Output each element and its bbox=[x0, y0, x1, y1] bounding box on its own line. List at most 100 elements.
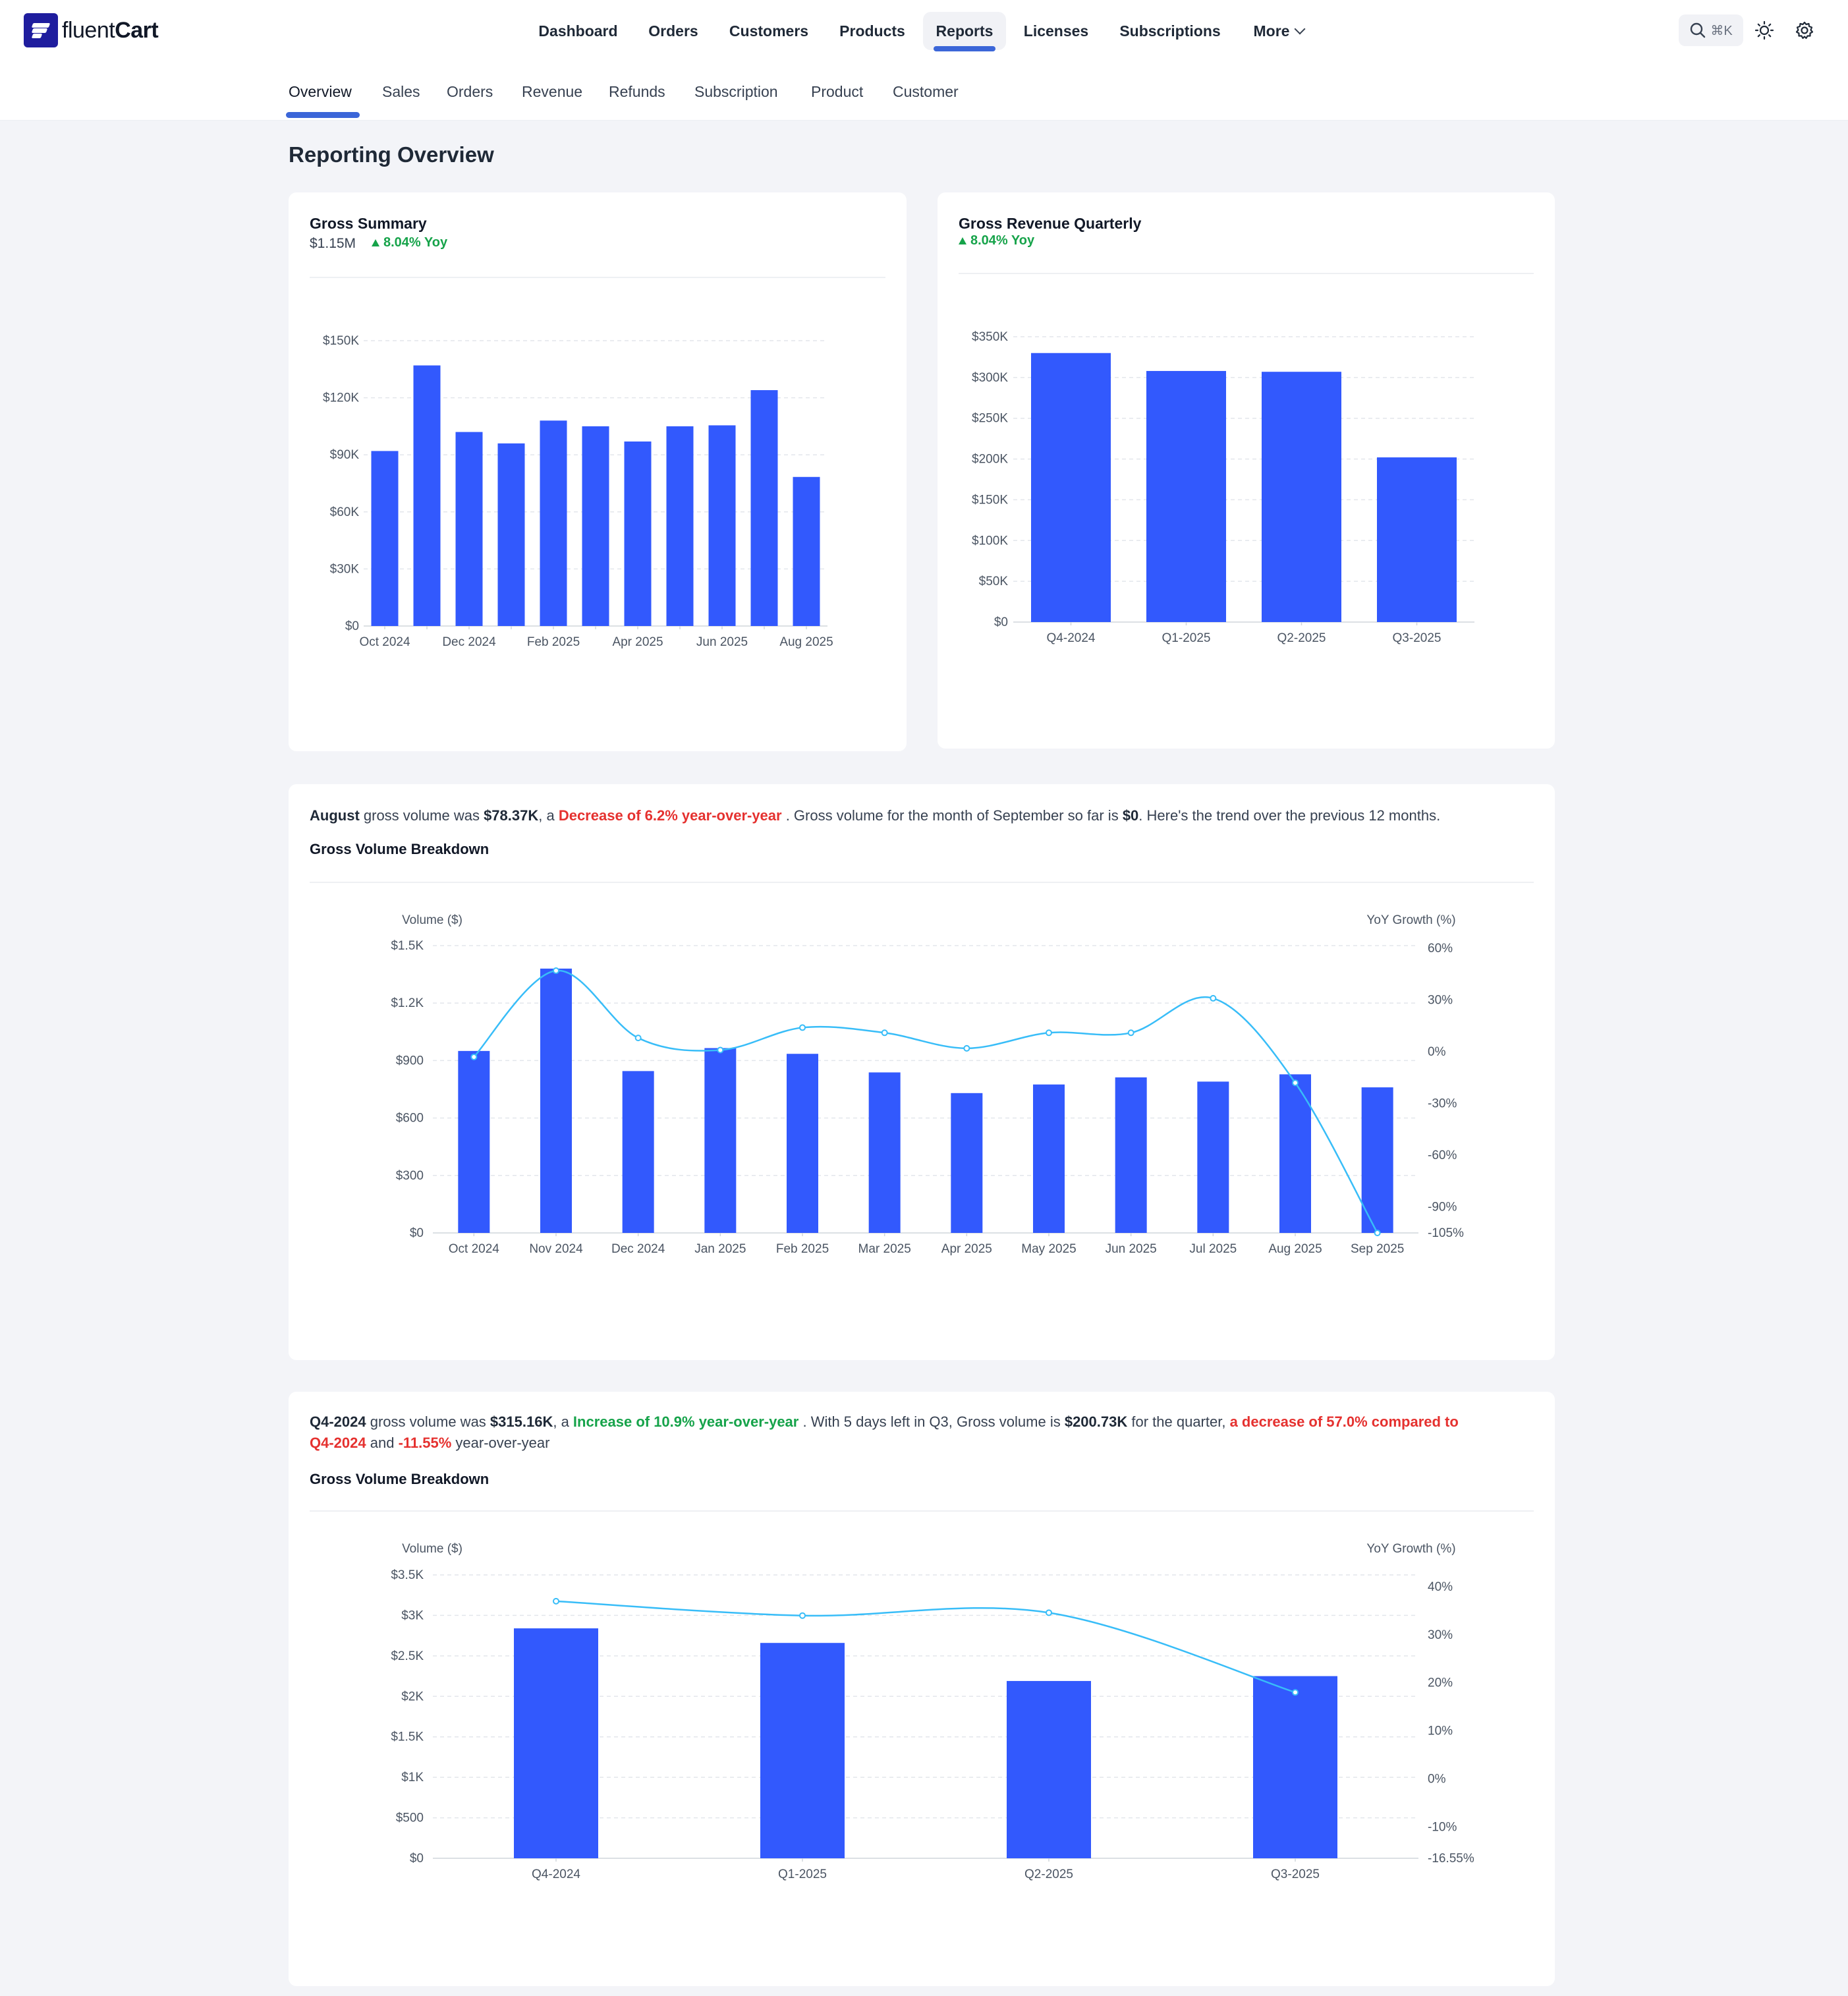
gross-summary-yoy-text: 8.04% Yoy bbox=[383, 235, 448, 250]
y-tick-label: $0 bbox=[410, 1852, 424, 1866]
sub-nav: Overview Sales Orders Revenue Refunds Su… bbox=[0, 65, 1848, 121]
settings-button[interactable] bbox=[1791, 17, 1818, 43]
x-tick-label: Q2-2025 bbox=[1277, 631, 1326, 645]
x-tick-label: Aug 2025 bbox=[779, 635, 833, 649]
line-point bbox=[1374, 1230, 1381, 1236]
nav-customers[interactable]: Customers bbox=[729, 22, 809, 40]
gross-summary-total: $1.15M bbox=[310, 236, 356, 251]
search-button[interactable]: ⌘K bbox=[1679, 14, 1743, 46]
y-tick-label: $1.2K bbox=[391, 996, 424, 1010]
y2-tick-label: -60% bbox=[1428, 1149, 1457, 1162]
line-point bbox=[1127, 1029, 1134, 1037]
x-tick-label: Q4-2024 bbox=[1047, 631, 1096, 645]
bar bbox=[540, 420, 567, 626]
subtab-refunds[interactable]: Refunds bbox=[609, 83, 665, 100]
card-divider bbox=[959, 273, 1534, 274]
subtab-orders[interactable]: Orders bbox=[447, 83, 493, 100]
y-tick-label: $350K bbox=[972, 330, 1008, 344]
x-tick-label: Apr 2025 bbox=[941, 1242, 992, 1256]
subtab-subscription[interactable]: Subscription bbox=[694, 83, 778, 100]
chevron-down-icon bbox=[1294, 23, 1306, 35]
x-tick-label: Oct 2024 bbox=[359, 635, 410, 649]
x-tick-label: Oct 2024 bbox=[449, 1242, 500, 1256]
y-tick-label: $30K bbox=[330, 562, 360, 576]
x-tick-label: Q1-2025 bbox=[778, 1868, 827, 1881]
bar bbox=[1007, 1680, 1091, 1858]
nav-more[interactable]: More bbox=[1243, 12, 1315, 50]
subtab-product[interactable]: Product bbox=[811, 83, 864, 100]
gross-quarterly-card: Gross Revenue Quarterly 8.04% Yoy $0 $50K… bbox=[938, 192, 1555, 749]
bar bbox=[497, 443, 525, 626]
quarterly-breakdown-card: Q4-2024 gross volume was $315.16K, a Inc… bbox=[289, 1392, 1555, 1986]
bar bbox=[455, 432, 483, 626]
bar bbox=[793, 476, 820, 626]
bar bbox=[787, 1054, 818, 1233]
bar bbox=[708, 425, 736, 626]
bar bbox=[1262, 372, 1341, 622]
active-subtab-indicator bbox=[286, 112, 360, 118]
bar bbox=[1033, 1084, 1065, 1233]
sun-icon bbox=[1754, 20, 1774, 40]
quarterly-breakdown-title: Gross Volume Breakdown bbox=[310, 1471, 490, 1487]
y-tick-label: $0 bbox=[345, 619, 359, 633]
x-tick-label: Q2-2025 bbox=[1024, 1868, 1073, 1881]
y-tick-label: $90K bbox=[330, 448, 360, 462]
yoy-growth-line bbox=[473, 969, 1378, 1234]
trend-up-icon bbox=[372, 239, 379, 246]
x-tick-label: Mar 2025 bbox=[858, 1242, 911, 1256]
y-tick-label: $250K bbox=[972, 412, 1008, 426]
y-tick-label: $60K bbox=[330, 505, 360, 519]
logo-icon bbox=[24, 13, 58, 47]
bar bbox=[1146, 370, 1226, 622]
subtab-customer[interactable]: Customer bbox=[893, 83, 959, 100]
search-icon bbox=[1691, 22, 1706, 38]
y-tick-label: $100K bbox=[972, 534, 1008, 548]
nav-orders[interactable]: Orders bbox=[648, 22, 698, 40]
top-bar: fluentCart Dashboard Orders Customers Pr… bbox=[0, 0, 1848, 66]
y-tick-label: $0 bbox=[994, 615, 1008, 629]
bar bbox=[704, 1048, 737, 1233]
subtab-revenue[interactable]: Revenue bbox=[522, 83, 583, 100]
y-tick-label: $1K bbox=[401, 1771, 424, 1784]
x-tick-label: Nov 2024 bbox=[529, 1242, 583, 1256]
bar bbox=[582, 426, 609, 626]
bar bbox=[1279, 1074, 1311, 1233]
monthly-breakdown-card: August gross volume was $78.37K, a Decre… bbox=[289, 784, 1555, 1360]
subtab-sales[interactable]: Sales bbox=[382, 83, 420, 100]
line-point bbox=[553, 967, 559, 975]
gear-icon bbox=[1795, 21, 1814, 40]
bar bbox=[1197, 1081, 1229, 1233]
y2-axis-title: YoY Growth (%) bbox=[1366, 913, 1455, 927]
y2-tick-label: 30% bbox=[1428, 994, 1453, 1008]
bar bbox=[1361, 1087, 1393, 1233]
line-point bbox=[1292, 1689, 1299, 1696]
y-tick-label: $1.5K bbox=[391, 939, 424, 953]
line-point bbox=[1046, 1609, 1052, 1616]
gross-summary-card: Gross Summary $1.15M 8.04% Yoy $0 $30K $60… bbox=[289, 192, 907, 751]
subtab-overview[interactable]: Overview bbox=[289, 83, 352, 100]
line-point bbox=[1210, 994, 1217, 1002]
card-divider bbox=[310, 1510, 1534, 1512]
bar bbox=[868, 1072, 901, 1233]
nav-subscriptions[interactable]: Subscriptions bbox=[1119, 22, 1221, 40]
x-tick-label: Feb 2025 bbox=[527, 635, 580, 649]
nav-reports[interactable]: Reports bbox=[923, 12, 1006, 51]
x-tick-label: Aug 2025 bbox=[1268, 1242, 1322, 1256]
bar bbox=[951, 1093, 983, 1233]
y2-tick-label: 10% bbox=[1428, 1725, 1453, 1738]
y2-tick-label: -105% bbox=[1428, 1226, 1464, 1240]
x-tick-label: Apr 2025 bbox=[612, 635, 663, 649]
gross-summary-yoy: 8.04% Yoy bbox=[372, 235, 447, 250]
nav-dashboard[interactable]: Dashboard bbox=[538, 22, 618, 40]
line-point bbox=[1046, 1029, 1052, 1037]
bar bbox=[1031, 353, 1111, 622]
nav-licenses[interactable]: Licenses bbox=[1023, 22, 1089, 40]
bar bbox=[1377, 457, 1457, 622]
y2-axis-title: YoY Growth (%) bbox=[1366, 1542, 1455, 1556]
logo[interactable]: fluentCart bbox=[24, 13, 159, 47]
bar bbox=[1115, 1077, 1147, 1233]
nav-products[interactable]: Products bbox=[839, 22, 905, 40]
y2-tick-label: 30% bbox=[1428, 1628, 1453, 1642]
theme-toggle-button[interactable] bbox=[1751, 17, 1778, 43]
x-tick-label: Jan 2025 bbox=[694, 1242, 746, 1256]
